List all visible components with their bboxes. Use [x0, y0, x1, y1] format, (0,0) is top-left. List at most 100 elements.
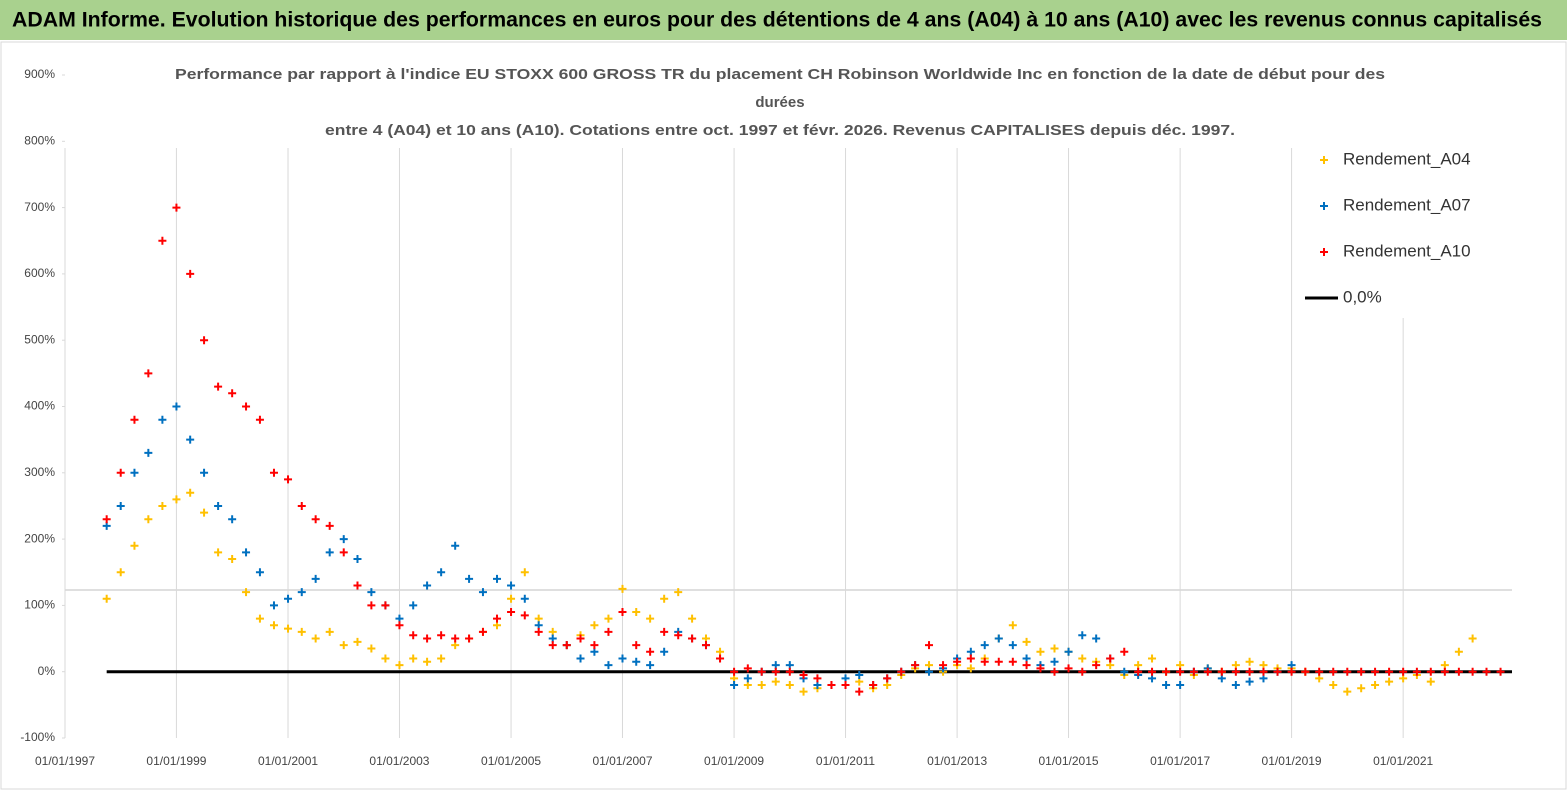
- marker: [311, 515, 320, 524]
- marker: [423, 581, 432, 590]
- marker: [158, 236, 167, 245]
- marker: [367, 601, 376, 610]
- marker: [1343, 667, 1352, 676]
- marker: [269, 468, 278, 477]
- marker: [367, 588, 376, 597]
- marker: [395, 621, 404, 630]
- marker: [493, 614, 502, 623]
- marker: [1050, 644, 1059, 653]
- x-tick-label: 01/01/2017: [1150, 754, 1210, 768]
- x-tick-label: 01/01/2021: [1373, 754, 1433, 768]
- marker: [1050, 667, 1059, 676]
- marker: [1343, 687, 1352, 696]
- marker: [102, 594, 111, 603]
- marker: [1008, 641, 1017, 650]
- marker: [1050, 657, 1059, 666]
- marker: [1468, 667, 1477, 676]
- marker: [632, 641, 641, 650]
- marker: [953, 657, 962, 666]
- marker: [172, 495, 181, 504]
- x-tick-label: 01/01/2003: [369, 754, 429, 768]
- chart-title: Performance par rapport à l'indice EU ST…: [175, 66, 1385, 83]
- marker: [966, 664, 975, 673]
- marker: [381, 654, 390, 663]
- marker: [353, 637, 362, 646]
- marker: [1176, 680, 1185, 689]
- marker: [925, 667, 934, 676]
- y-tick-label: 700%: [24, 200, 55, 214]
- marker: [1092, 634, 1101, 643]
- marker: [367, 644, 376, 653]
- x-tick-label: 01/01/2019: [1262, 754, 1322, 768]
- marker: [799, 671, 808, 680]
- marker: [507, 581, 516, 590]
- marker: [869, 680, 878, 689]
- marker: [1078, 667, 1087, 676]
- marker: [493, 574, 502, 583]
- marker: [716, 654, 725, 663]
- marker: [590, 641, 599, 650]
- x-tick-label: 01/01/2001: [258, 754, 318, 768]
- y-tick-label: 100%: [24, 598, 55, 612]
- marker: [284, 475, 293, 484]
- marker: [576, 634, 585, 643]
- marker: [994, 634, 1003, 643]
- marker: [534, 627, 543, 636]
- marker: [562, 641, 571, 650]
- marker: [1357, 667, 1366, 676]
- marker: [451, 634, 460, 643]
- marker: [297, 501, 306, 510]
- marker: [1426, 667, 1435, 676]
- marker: [632, 608, 641, 617]
- marker: [813, 674, 822, 683]
- x-tick-label: 01/01/2005: [481, 754, 541, 768]
- marker: [144, 515, 153, 524]
- marker: [269, 601, 278, 610]
- marker: [228, 389, 237, 398]
- chart-title: durées: [755, 94, 804, 111]
- marker: [1064, 647, 1073, 656]
- marker: [730, 680, 739, 689]
- y-tick-label: 500%: [24, 332, 55, 346]
- marker: [255, 415, 264, 424]
- marker: [1148, 667, 1157, 676]
- marker: [437, 631, 446, 640]
- marker: [1231, 667, 1240, 676]
- marker: [1329, 667, 1338, 676]
- marker: [1176, 667, 1185, 676]
- marker: [1273, 667, 1282, 676]
- marker: [423, 657, 432, 666]
- marker: [409, 601, 418, 610]
- marker: [102, 515, 111, 524]
- marker: [144, 448, 153, 457]
- marker: [1036, 647, 1045, 656]
- marker: [144, 369, 153, 378]
- marker: [1245, 657, 1254, 666]
- marker: [130, 468, 139, 477]
- x-tick-label: 01/01/2011: [816, 754, 875, 768]
- marker: [381, 601, 390, 610]
- marker: [1162, 667, 1171, 676]
- marker: [116, 501, 125, 510]
- marker: [1426, 677, 1435, 686]
- marker: [228, 554, 237, 563]
- marker: [1162, 680, 1171, 689]
- marker: [353, 581, 362, 590]
- y-tick-label: 300%: [24, 465, 55, 479]
- marker: [242, 548, 251, 557]
- marker: [548, 641, 557, 650]
- header-title: ADAM Informe. Evolution historique des p…: [12, 9, 1542, 32]
- marker: [158, 415, 167, 424]
- marker: [576, 654, 585, 663]
- marker: [200, 508, 209, 517]
- marker: [172, 203, 181, 212]
- marker: [1399, 667, 1408, 676]
- marker: [339, 548, 348, 557]
- marker: [660, 647, 669, 656]
- marker: [1092, 661, 1101, 670]
- legend-label: Rendement_A07: [1343, 195, 1471, 214]
- marker: [674, 588, 683, 597]
- x-tick-label: 01/01/2013: [927, 754, 987, 768]
- marker: [1245, 677, 1254, 686]
- marker: [186, 435, 195, 444]
